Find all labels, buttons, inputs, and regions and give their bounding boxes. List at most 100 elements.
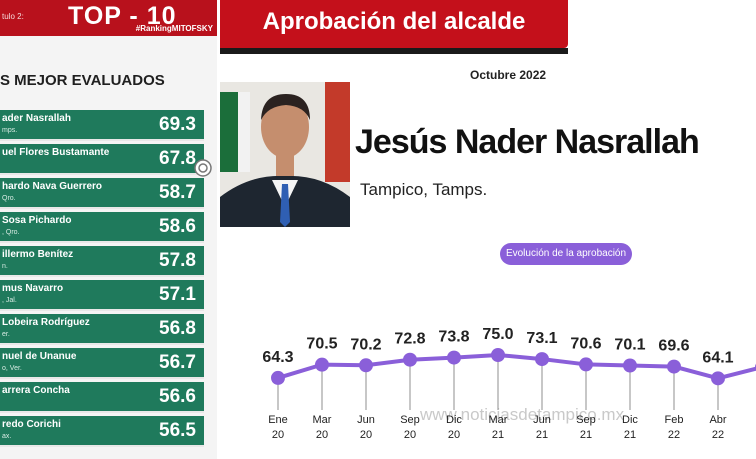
data-label: 64.3 xyxy=(262,349,293,366)
ranking-row: illermo Benítez n. 57.8 xyxy=(0,246,204,277)
row-location: n. xyxy=(2,263,8,270)
row-score: 58.7 xyxy=(159,182,196,203)
row-location: , Qro. xyxy=(2,229,20,236)
data-label: 70.6 xyxy=(570,335,601,352)
row-score: 56.7 xyxy=(159,352,196,373)
row-score: 57.1 xyxy=(159,284,196,305)
data-label: 70.5 xyxy=(306,336,337,353)
data-point xyxy=(403,352,417,367)
row-score: 56.6 xyxy=(159,386,196,407)
data-point xyxy=(711,371,725,386)
ranking-row: arrera Concha 56.6 xyxy=(0,382,204,413)
row-name: mus Navarro xyxy=(2,283,64,294)
ranking-header: tulo 2: TOP - 10 #RankingMITOFSKY xyxy=(0,0,217,36)
ranking-row: uel Flores Bustamante 67.8 xyxy=(0,144,204,175)
person-location: Tampico, Tamps. xyxy=(360,180,488,199)
x-tick-label: Mar xyxy=(313,414,332,426)
person-name: Jesús Nader Nasrallah xyxy=(355,123,700,161)
data-label: 73.1 xyxy=(526,330,557,347)
x-tick-year: 20 xyxy=(360,429,372,441)
ranking-row: redo Corichi ax. 56.5 xyxy=(0,416,204,447)
x-tick-year: 20 xyxy=(448,429,460,441)
data-label: 75.0 xyxy=(482,326,513,343)
x-tick-year: 20 xyxy=(272,429,284,441)
watermark-logo-icon xyxy=(194,159,212,177)
x-tick-label: Dic xyxy=(446,414,462,426)
data-label: 64.1 xyxy=(702,349,733,366)
row-score: 57.8 xyxy=(159,250,196,271)
ranking-row: mus Navarro , Jal. 57.1 xyxy=(0,280,204,311)
ranking-row: Lobeira Rodríguez er. 56.8 xyxy=(0,314,204,345)
ranking-row: Sosa Pichardo , Qro. 58.6 xyxy=(0,212,204,243)
row-location: , Jal. xyxy=(2,297,17,304)
row-name: illermo Benítez xyxy=(2,249,74,260)
x-tick-label: Jun xyxy=(357,414,375,426)
x-tick-label: Jun xyxy=(533,414,551,426)
row-score: 69.3 xyxy=(159,114,196,135)
data-point xyxy=(359,358,373,373)
ranking-row: nuel de Unanue o, Ver. 56.7 xyxy=(0,348,204,379)
data-point xyxy=(271,370,285,385)
watermark-text: www.noticiasdetampico.mx xyxy=(419,405,625,424)
data-point xyxy=(535,352,549,367)
row-location: o, Ver. xyxy=(2,365,22,372)
row-location: Qro. xyxy=(2,195,16,202)
ranking-caption: tulo 2: xyxy=(2,12,24,21)
data-label: 70.2 xyxy=(350,336,381,353)
row-name: hardo Nava Guerrero xyxy=(2,181,103,192)
row-name: nuel de Unanue xyxy=(2,351,77,362)
x-tick-year: 20 xyxy=(316,429,328,441)
ranking-row: ader Nasrallah mps. 69.3 xyxy=(0,110,204,141)
x-tick-year: 21 xyxy=(624,429,636,441)
title-banner xyxy=(220,0,568,48)
chart-title-pill: Evolución de la aprobación xyxy=(500,243,632,265)
x-tick-year: 21 xyxy=(492,429,504,441)
x-tick-year: 20 xyxy=(404,429,416,441)
row-name: uel Flores Bustamante xyxy=(2,147,110,158)
title-banner-underline xyxy=(220,48,568,54)
row-name: ader Nasrallah xyxy=(2,113,71,124)
data-point xyxy=(623,358,637,373)
x-tick-year: 21 xyxy=(536,429,548,441)
row-name: Sosa Pichardo xyxy=(2,215,72,226)
ranking-row: hardo Nava Guerrero Qro. 58.7 xyxy=(0,178,204,209)
data-point xyxy=(315,357,329,372)
x-tick-label: Mar xyxy=(489,414,508,426)
x-tick-label: Dic xyxy=(622,414,638,426)
portrait-photo xyxy=(220,82,350,227)
approval-line-chart: www.noticiasdetampico.mx 64.3 Ene 20 70.5 Ma… xyxy=(262,326,756,441)
data-point xyxy=(667,359,681,374)
x-tick-label: Sep xyxy=(576,414,596,426)
ranking-title: TOP - 10 xyxy=(68,2,177,30)
report-month: Octubre 2022 xyxy=(470,68,547,82)
row-location: er. xyxy=(2,331,10,338)
row-location: mps. xyxy=(2,127,18,134)
x-tick-label: Abr xyxy=(709,414,726,426)
data-point xyxy=(491,348,505,362)
row-name: redo Corichi xyxy=(2,419,61,430)
ranking-hashtag: #RankingMITOFSKY xyxy=(135,24,213,33)
row-name: Lobeira Rodríguez xyxy=(2,317,90,328)
data-label: 73.8 xyxy=(438,329,469,346)
page-title: Aprobación del alcalde xyxy=(262,8,526,35)
data-point xyxy=(447,350,461,365)
row-score: 56.5 xyxy=(159,420,196,441)
row-score: 56.8 xyxy=(159,318,196,339)
x-tick-year: 22 xyxy=(668,429,680,441)
data-label: 69.6 xyxy=(658,338,689,355)
row-name: arrera Concha xyxy=(2,385,70,396)
row-score: 67.8 xyxy=(159,148,196,169)
ranking-subheader: S MEJOR EVALUADOS xyxy=(0,72,165,89)
row-score: 58.6 xyxy=(159,216,196,237)
x-tick-label: Sep xyxy=(400,414,420,426)
data-label: 72.8 xyxy=(394,331,425,348)
data-point xyxy=(579,357,593,372)
x-tick-label: Feb xyxy=(665,414,684,426)
x-tick-year: 22 xyxy=(712,429,724,441)
data-label: 70.1 xyxy=(614,337,645,354)
x-tick-label: Ene xyxy=(268,414,288,426)
x-tick-year: 21 xyxy=(580,429,592,441)
ranking-panel: tulo 2: TOP - 10 #RankingMITOFSKY S MEJO… xyxy=(0,0,217,459)
row-location: ax. xyxy=(2,433,12,440)
series-line xyxy=(277,353,756,381)
